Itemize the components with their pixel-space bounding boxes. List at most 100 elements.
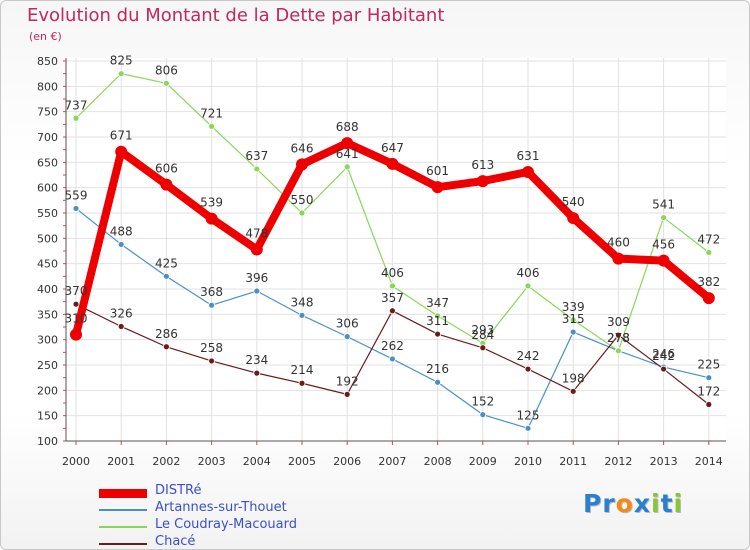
series-le-coudray-macouard — [72, 70, 713, 355]
x-tick-label: 2008 — [424, 455, 452, 468]
data-point — [343, 333, 351, 341]
y-tick-label: 550 — [37, 207, 58, 220]
data-point — [434, 312, 442, 320]
series-chac — [72, 300, 713, 408]
data-point — [296, 158, 308, 171]
data-label: 242 — [517, 349, 540, 363]
data-point — [612, 252, 625, 265]
data-label: 601 — [426, 164, 449, 178]
data-point — [162, 343, 170, 351]
x-tick-label: 2004 — [243, 455, 271, 468]
legend-swatch — [99, 488, 147, 498]
data-label: 613 — [471, 158, 494, 172]
data-label: 125 — [517, 408, 540, 422]
data-point — [615, 331, 622, 339]
legend-label: Chacé — [155, 534, 196, 549]
data-label: 825 — [110, 54, 133, 68]
x-tick-label: 2000 — [62, 455, 90, 468]
data-label: 688 — [336, 120, 359, 134]
x-tick-label: 2007 — [378, 455, 406, 468]
data-point — [705, 401, 713, 408]
data-label: 278 — [607, 331, 630, 345]
data-point — [250, 243, 263, 256]
data-label: 357 — [381, 291, 404, 305]
data-point — [388, 355, 396, 363]
data-label: 242 — [652, 349, 675, 363]
data-point — [160, 178, 173, 191]
y-tick-label: 500 — [37, 232, 58, 245]
data-label: 152 — [471, 395, 494, 409]
data-point — [569, 328, 577, 336]
y-tick-label: 650 — [37, 156, 58, 169]
x-tick-label: 2012 — [604, 455, 632, 468]
x-tick-label: 2010 — [514, 455, 542, 468]
x-tick-label: 2006 — [333, 455, 361, 468]
logo-letter: i — [651, 489, 661, 518]
data-label: 310 — [65, 312, 88, 326]
data-point — [298, 379, 306, 387]
data-label: 348 — [291, 295, 314, 309]
data-label: 456 — [652, 238, 675, 252]
data-label: 326 — [110, 306, 133, 320]
logo-letter: i — [673, 489, 684, 518]
y-tick-label: 350 — [37, 308, 58, 321]
data-point — [70, 328, 82, 341]
labels-chac: 370 326 286 258 234 214 192 357 311 284 242 198 309 2… — [65, 284, 721, 398]
data-point — [343, 390, 351, 398]
data-label: 198 — [562, 371, 585, 385]
data-point — [115, 145, 128, 158]
data-point — [298, 209, 306, 217]
legend-swatch — [99, 543, 147, 545]
data-point — [705, 249, 713, 256]
data-point — [117, 241, 125, 248]
data-point — [386, 157, 399, 170]
data-label: 368 — [200, 285, 223, 299]
data-point — [657, 254, 670, 267]
data-label: 559 — [65, 188, 88, 202]
data-point — [343, 163, 351, 171]
y-tick-label: 800 — [37, 80, 58, 93]
data-point — [524, 282, 532, 290]
data-label: 306 — [336, 317, 359, 331]
y-tick-label: 450 — [37, 258, 58, 271]
data-label: 309 — [607, 315, 630, 329]
legend-label: Artannes-sur-Thouet — [155, 500, 287, 515]
data-point — [72, 300, 80, 308]
labels-artannes-sur-thouet: 559 488 425 368 396 348 306 262 216 152 125 315 278 2… — [65, 188, 721, 422]
data-label: 396 — [245, 271, 268, 285]
data-label: 737 — [65, 98, 88, 112]
chart-title: Evolution du Montant de la Dette par Hab… — [27, 5, 445, 26]
data-point — [253, 165, 261, 173]
data-label: 637 — [245, 149, 268, 163]
chart-subtitle: (en €) — [29, 30, 62, 43]
data-point — [298, 311, 306, 319]
series-distr — [70, 137, 715, 341]
data-point — [253, 287, 261, 295]
data-point — [388, 282, 396, 290]
y-tick-label: 850 — [37, 55, 58, 68]
data-label: 370 — [65, 284, 88, 298]
data-label: 541 — [652, 198, 675, 212]
data-point — [117, 323, 125, 330]
data-point — [117, 70, 125, 78]
data-point — [524, 365, 532, 373]
data-label: 631 — [517, 149, 540, 163]
data-point — [479, 344, 487, 352]
data-point — [208, 357, 216, 365]
data-point — [162, 272, 170, 280]
data-point — [615, 347, 622, 355]
data-point — [660, 365, 667, 373]
labels-distr: 310 671 606 539 478 646 688 647 601 613 631 540 460 4… — [65, 120, 721, 326]
data-point — [72, 205, 80, 212]
data-point — [476, 175, 489, 188]
data-point — [431, 181, 444, 194]
data-point — [253, 369, 261, 377]
data-label: 311 — [426, 314, 449, 328]
data-label: 488 — [110, 224, 133, 238]
data-point — [205, 212, 218, 225]
logo-letter: x — [633, 489, 651, 518]
data-label: 478 — [245, 226, 268, 240]
data-label: 382 — [697, 275, 720, 289]
data-point — [569, 387, 577, 395]
